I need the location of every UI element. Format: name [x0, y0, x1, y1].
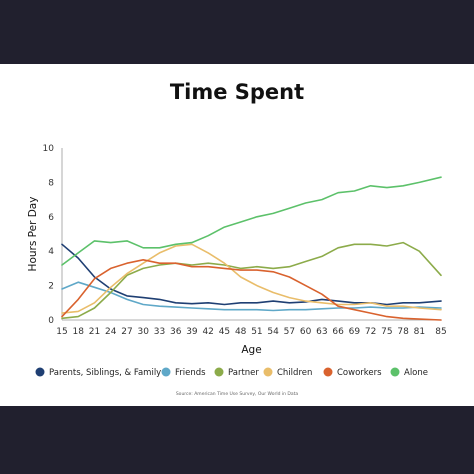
x-tick-label: 54	[267, 327, 279, 337]
chart-title: Time Spent	[169, 80, 305, 104]
source-note: Source: American Time Use Survey, Our Wo…	[176, 391, 299, 397]
x-tick-label: 36	[170, 327, 182, 337]
x-tick-label: 85	[435, 327, 446, 337]
y-tick-label: 6	[48, 213, 54, 223]
x-tick-label: 72	[365, 327, 376, 337]
legend-marker-coworkers	[323, 367, 333, 377]
x-tick-label: 45	[219, 327, 230, 337]
x-tick-label: 15	[56, 327, 67, 337]
legend-marker-parents-siblings-family	[35, 367, 45, 377]
legend-label-friends: Friends	[175, 368, 206, 378]
x-tick-label: 18	[73, 327, 85, 337]
y-tick-label: 2	[48, 282, 54, 292]
x-tick-label: 75	[381, 327, 392, 337]
x-tick-label: 48	[235, 327, 247, 337]
x-tick-label: 57	[284, 327, 295, 337]
x-tick-label: 66	[332, 327, 344, 337]
y-axis-label: Hours Per Day	[27, 197, 39, 272]
x-tick-label: 81	[414, 327, 425, 337]
legend-marker-partner	[214, 367, 224, 377]
legend-marker-alone	[390, 367, 400, 377]
y-tick-label: 4	[48, 247, 54, 257]
y-tick-label: 8	[48, 178, 54, 188]
series-line-partner	[61, 241, 442, 320]
x-tick-label: 60	[300, 327, 312, 337]
x-tick-label: 69	[349, 327, 361, 337]
x-tick-label: 42	[202, 327, 213, 337]
legend-label-partner: Partner	[228, 368, 259, 378]
x-tick-label: 39	[186, 327, 198, 337]
series-line-alone	[61, 176, 442, 266]
y-tick-label: 0	[48, 316, 54, 326]
legend-label-parents-siblings-family: Parents, Siblings, & Family	[49, 368, 161, 378]
legend-label-alone: Alone	[404, 368, 428, 378]
y-tick-label: 10	[43, 144, 55, 154]
legend-marker-friends	[161, 367, 171, 377]
x-axis-label: Age	[241, 344, 261, 356]
chart-card: Time Spent 0 2 4 6 8 10 15 18 21 24 27 30 33 36 39 42 45…	[0, 64, 474, 406]
legend-label-coworkers: Coworkers	[337, 368, 382, 378]
series-line-children	[61, 243, 442, 314]
x-tick-label: 51	[251, 327, 262, 337]
x-tick-label: 24	[105, 327, 117, 337]
x-tick-label: 63	[316, 327, 327, 337]
x-tick-label: 21	[89, 327, 100, 337]
legend-marker-children	[263, 367, 273, 377]
series-line-friends	[61, 281, 442, 312]
legend-label-children: Children	[277, 368, 312, 378]
x-tick-label: 27	[121, 327, 132, 337]
x-tick-label: 33	[154, 327, 165, 337]
x-tick-label: 30	[137, 327, 149, 337]
series-line-coworkers	[61, 259, 442, 321]
x-tick-label: 78	[397, 327, 409, 337]
